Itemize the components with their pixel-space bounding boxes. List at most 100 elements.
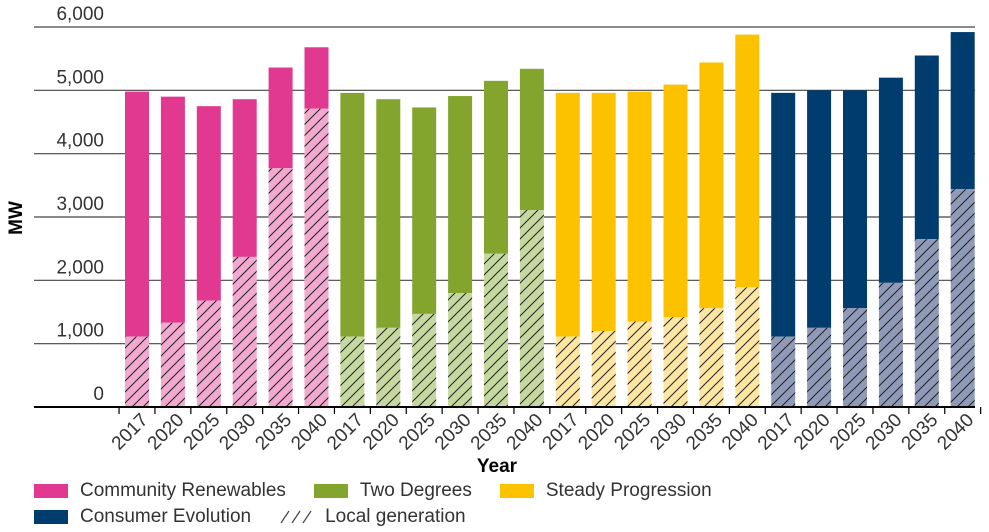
x-tick-label: 2040 [933,410,978,455]
bar-total-segment [484,80,508,254]
bar-total-segment [376,99,401,328]
bar-local-generation-hatch [196,300,221,407]
bar-total-segment [771,92,796,337]
bar-local-generation-hatch [519,210,544,407]
bar-total-segment [555,92,580,337]
legend-label-steady-progression: Steady Progression [545,480,712,501]
bar-total-segment [340,92,365,337]
x-tick-label: 2040 [718,410,763,455]
y-axis-ticks: 0 1,000 2,000 3,000 4,000 5,000 6,000 [56,4,104,405]
y-tick-label: 6,000 [56,4,104,25]
legend-row-2: Consumer Evolution Local generation [34,504,974,530]
x-tick-label: 2017 [323,410,368,455]
bar-total-segment [412,107,437,314]
x-tick-label: 2020 [574,410,619,455]
bar-local-generation-hatch [376,327,401,407]
bar-local-generation-hatch [125,336,149,407]
x-tick-label: 2020 [790,410,835,455]
x-axis-title: Year [477,456,518,477]
bar-local-generation-hatch [914,239,939,407]
legend-item-steady-progression: Steady Progression [499,480,712,502]
x-tick-label: 2035 [467,410,512,455]
y-tick-label: 5,000 [56,67,104,88]
bar-local-generation-hatch [484,253,508,407]
legend-item-community-renewables: Community Renewables [34,480,286,502]
legend-swatch-community-renewables [34,484,68,498]
bar-local-generation-hatch [160,322,185,407]
legend-label-consumer-evolution: Consumer Evolution [80,506,252,527]
x-tick-label: 2040 [503,410,548,455]
legend-swatch-steady-progression [499,484,534,498]
x-tick-label: 2017 [754,410,799,455]
bar-local-generation-hatch [555,336,580,407]
y-tick-label: 0 [93,384,104,405]
bar-total-segment [627,91,652,322]
legend-label-local-generation: Local generation [325,506,466,527]
bar-total-segment [591,92,616,331]
y-tick-label: 3,000 [56,194,104,215]
x-axis-ticks: 2017202020252030203520402017202020252030… [108,407,982,455]
bar-local-generation-hatch [591,331,616,407]
bar-local-generation-hatch [232,256,257,407]
x-tick-label: 2025 [826,410,871,455]
bar-local-generation-hatch [663,317,688,407]
bar-local-generation-hatch [950,189,975,407]
legend-swatch-consumer-evolution [34,510,68,524]
bar-local-generation-hatch [807,327,832,407]
x-tick-label: 2030 [646,410,691,455]
bar-local-generation-hatch [304,108,329,407]
legend-label-two-degrees: Two Degrees [359,480,472,501]
bars [125,32,975,407]
bar-total-segment [663,84,688,318]
bar-total-segment [878,77,903,283]
bar-total-segment [196,106,221,301]
bar-local-generation-hatch [699,308,724,407]
legend-item-local-generation: Local generation [279,506,466,528]
bar-local-generation-hatch [843,308,867,407]
legend-item-two-degrees: Two Degrees [313,480,472,502]
bar-total-segment [125,91,149,337]
x-tick-label: 2017 [108,410,153,455]
y-tick-label: 4,000 [56,131,104,152]
bar-total-segment [950,32,975,190]
bar-total-segment [519,68,544,211]
bar-total-segment [268,67,293,169]
bar-total-segment [160,96,185,323]
x-tick-label: 2030 [215,410,260,455]
bar-total-segment [914,55,939,240]
bar-local-generation-hatch [412,313,437,407]
bar-total-segment [807,90,832,328]
x-tick-label: 2030 [862,410,907,455]
legend-swatch-two-degrees [313,484,348,498]
bar-local-generation-hatch [340,336,365,407]
bar-total-segment [735,34,760,288]
x-tick-label: 2025 [610,410,655,455]
bar-total-segment [304,47,329,109]
bar-total-segment [843,90,867,309]
bar-local-generation-hatch [448,293,473,407]
bar-local-generation-hatch [878,282,903,407]
legend-item-consumer-evolution: Consumer Evolution [34,506,251,528]
y-tick-label: 1,000 [56,321,104,342]
legend-hatch-icon [280,510,312,524]
bar-local-generation-hatch [771,336,796,407]
legend-row-1: Community Renewables Two Degrees Steady … [34,478,974,504]
bar-total-segment [232,99,257,257]
bar-local-generation-hatch [627,321,652,407]
legend-label-community-renewables: Community Renewables [80,480,286,501]
x-tick-label: 2020 [144,410,189,455]
y-axis-title: MW [6,201,27,235]
x-tick-label: 2020 [359,410,404,455]
x-tick-label: 2025 [180,410,225,455]
legend: Community Renewables Two Degrees Steady … [34,478,974,530]
x-tick-label: 2040 [287,410,332,455]
x-tick-label: 2017 [539,410,584,455]
bar-local-generation-hatch [268,168,293,407]
y-tick-label: 2,000 [56,257,104,278]
x-tick-label: 2025 [395,410,440,455]
bar-local-generation-hatch [735,287,760,407]
bar-total-segment [448,96,473,294]
x-tick-label: 2030 [431,410,476,455]
x-tick-label: 2035 [682,410,727,455]
